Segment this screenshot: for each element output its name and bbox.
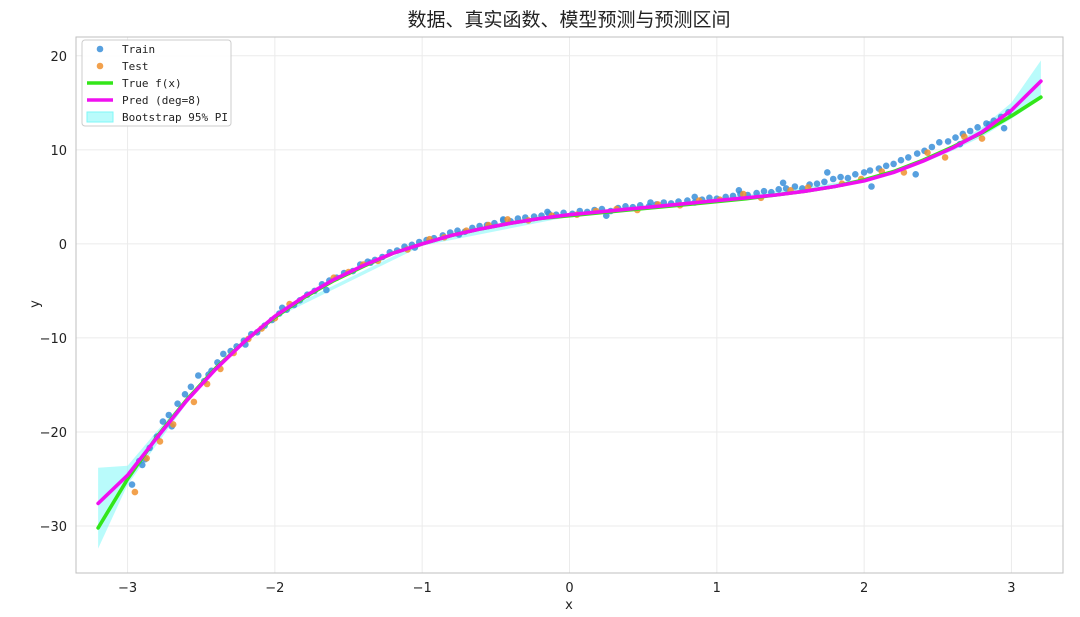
legend: Train Test True f(x) Pred (deg=8) Bootstrap … [81,39,232,127]
test-point [169,421,177,428]
train-point [860,169,868,176]
test-point [156,438,164,445]
x-tick-label: −1 [413,581,432,596]
test-point [924,149,931,156]
legend-label: Pred (deg=8) [122,94,201,107]
test-point [961,133,968,140]
train-point [905,154,912,161]
y-tick-label: 20 [50,50,67,65]
y-tick-label: −30 [40,520,67,535]
train-point [128,481,136,488]
train-point [165,411,173,419]
legend-band-swatch [86,111,114,123]
train-point [866,167,874,174]
line-layer [96,79,1043,530]
y-tick-label: 0 [59,238,67,253]
train-point [897,156,905,164]
train-point [323,286,330,294]
train-point [868,183,875,190]
legend-train-marker [96,45,104,53]
train-point [195,372,202,379]
train-point [647,199,654,206]
x-tick-label: −2 [265,581,284,596]
train-point [187,383,195,391]
train-point [753,189,760,197]
legend-label: Train [122,43,155,56]
train-point [974,124,981,131]
train-point [837,173,844,181]
test-point [978,135,986,142]
prediction-line [96,79,1043,506]
test-point [131,488,139,496]
legend-test-marker [96,62,104,70]
x-ticks: −3 −2 −1 0 1 2 3 [118,581,1016,596]
train-point [779,179,787,187]
plot-frame [75,36,1064,574]
train-point [174,400,181,408]
train-point [952,134,959,141]
test-point [740,190,747,198]
train-point [760,187,768,195]
y-tick-label: 10 [50,144,67,159]
train-point [1000,124,1008,132]
legend-label: True f(x) [122,77,182,90]
train-point [913,150,921,157]
test-point [504,216,511,223]
legend-label: Test [122,60,149,73]
y-axis-label: y [28,300,43,308]
x-tick-label: 2 [860,581,868,596]
x-axis-label: x [565,598,573,613]
x-tick-label: 1 [713,581,721,596]
x-tick-label: 0 [565,581,573,596]
x-tick-label: 3 [1007,581,1015,596]
train-point [691,193,698,201]
y-ticks: −30 −20 −10 0 10 20 [40,50,67,535]
test-point [190,398,198,406]
train-point [824,169,831,176]
legend-box [81,39,232,127]
train-points [128,108,1012,488]
train-point [735,187,743,194]
chart-title: 数据、真实函数、模型预测与预测区间 [407,9,730,31]
train-point [890,160,897,168]
train-point [220,350,227,358]
test-point [941,154,949,161]
y-tick-label: −20 [40,426,67,441]
train-point [813,180,821,187]
train-point [844,174,852,182]
train-point [966,127,974,135]
x-tick-label: −3 [118,581,137,596]
train-point [912,171,919,178]
grid [76,37,1063,573]
train-point [544,208,551,216]
train-point [791,183,799,190]
train-point [882,162,890,170]
train-point [936,139,943,146]
train-point [944,138,952,145]
y-tick-label: −10 [40,332,67,347]
train-point [821,178,828,186]
train-point [928,143,936,151]
train-point [852,171,859,178]
legend-label: Bootstrap 95% PI [122,111,228,124]
train-point [159,418,167,425]
train-point [775,186,782,193]
train-point [829,175,837,183]
train-point [181,391,189,398]
test-points [131,119,1000,496]
